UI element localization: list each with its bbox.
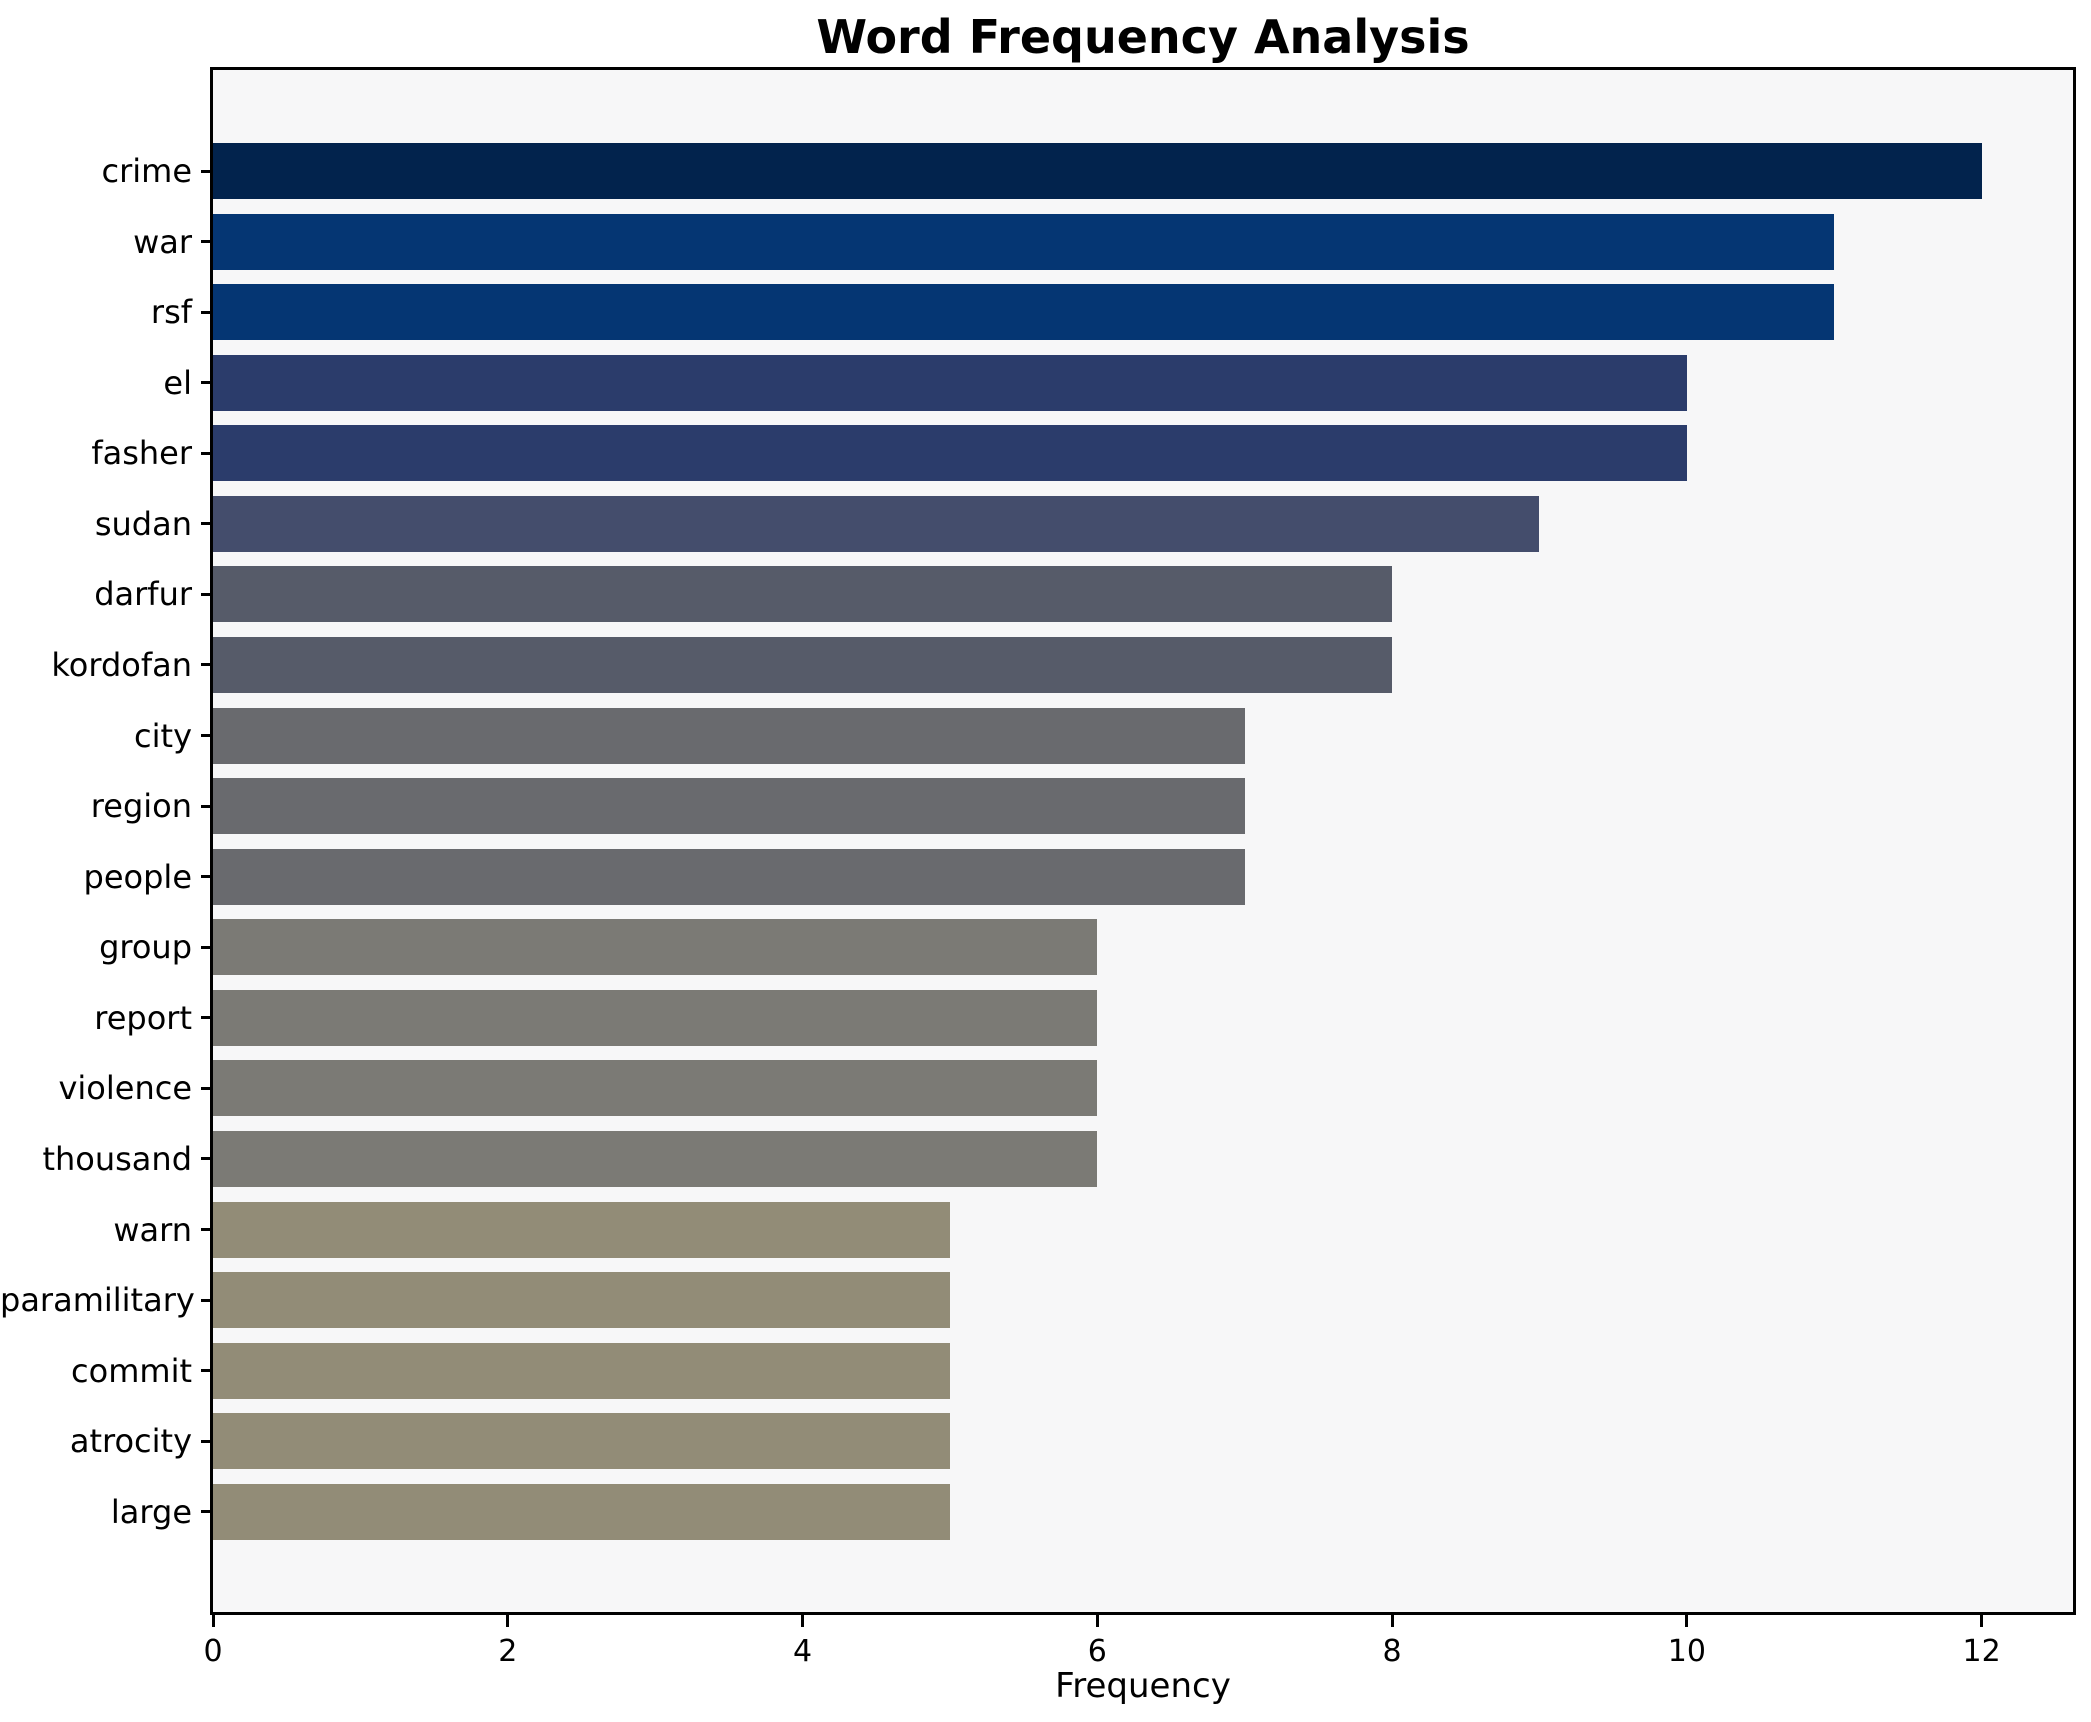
y-tick-mark — [201, 1439, 213, 1443]
y-tick-mark — [201, 310, 213, 314]
x-tick-mark — [1980, 1615, 1984, 1627]
bar-atrocity — [213, 1413, 950, 1470]
bar-crime — [213, 143, 1982, 199]
bar-thousand — [213, 1130, 1098, 1187]
bar-paramilitary — [213, 1272, 950, 1329]
y-tick-label-commit: commit — [71, 1351, 192, 1390]
x-tick-label-6: 6 — [1087, 1634, 1107, 1669]
y-tick-label-sudan: sudan — [94, 504, 192, 543]
x-tick-mark — [1095, 1615, 1099, 1627]
x-tick-mark — [1390, 1615, 1394, 1627]
y-tick-mark — [201, 663, 213, 667]
bar-report — [213, 989, 1098, 1046]
y-tick-mark — [201, 875, 213, 879]
x-tick-label-4: 4 — [792, 1634, 813, 1669]
bar-group — [213, 919, 1098, 976]
y-tick-label-atrocity: atrocity — [69, 1422, 192, 1461]
y-tick-label-violence: violence — [58, 1069, 192, 1108]
y-tick-mark — [201, 1510, 213, 1514]
y-tick-label-report: report — [94, 998, 192, 1037]
y-tick-mark — [201, 240, 213, 244]
y-tick-mark — [201, 522, 213, 526]
y-tick-label-fasher: fasher — [91, 434, 192, 473]
y-tick-mark — [201, 1228, 213, 1232]
y-tick-label-el: el — [163, 363, 192, 402]
bar-large — [213, 1483, 950, 1540]
x-tick-label-0: 0 — [203, 1634, 223, 1669]
y-tick-mark — [201, 1016, 213, 1020]
x-tick-mark — [801, 1615, 805, 1627]
x-tick-label-2: 2 — [498, 1634, 518, 1669]
bar-war — [213, 213, 1835, 270]
y-tick-label-kordofan: kordofan — [51, 645, 192, 684]
y-tick-label-paramilitary: paramilitary — [0, 1281, 195, 1320]
y-tick-mark — [201, 592, 213, 596]
bar-darfur — [213, 566, 1393, 623]
y-tick-mark — [201, 169, 213, 173]
bar-el — [213, 354, 1687, 411]
x-axis-label: Frequency — [1055, 1666, 1231, 1706]
x-tick-mark — [1685, 1615, 1689, 1627]
y-tick-label-group: group — [99, 928, 192, 967]
x-tick-label-12: 12 — [1962, 1634, 2001, 1669]
y-tick-label-people: people — [83, 857, 192, 896]
bar-kordofan — [213, 636, 1393, 693]
bar-warn — [213, 1201, 950, 1258]
bar-commit — [213, 1342, 950, 1399]
y-tick-label-war: war — [133, 222, 192, 261]
bar-sudan — [213, 495, 1540, 552]
y-tick-label-region: region — [90, 787, 192, 826]
y-tick-label-warn: warn — [113, 1210, 192, 1249]
y-tick-mark — [201, 1298, 213, 1302]
chart-title: Word Frequency Analysis — [816, 10, 1470, 64]
y-tick-mark — [201, 1369, 213, 1373]
bar-people — [213, 848, 1245, 905]
y-tick-mark — [201, 1157, 213, 1161]
y-tick-mark — [201, 734, 213, 738]
plot-area — [210, 67, 2076, 1615]
y-tick-mark — [201, 945, 213, 949]
x-tick-label-10: 10 — [1667, 1634, 1706, 1669]
bar-region — [213, 778, 1245, 835]
x-tick-mark — [211, 1615, 215, 1627]
bar-violence — [213, 1060, 1098, 1117]
x-tick-label-8: 8 — [1382, 1634, 1402, 1669]
y-tick-label-large: large — [110, 1492, 192, 1531]
y-tick-mark — [201, 804, 213, 808]
y-tick-label-city: city — [134, 716, 192, 755]
y-tick-label-thousand: thousand — [42, 1139, 192, 1178]
x-tick-mark — [506, 1615, 510, 1627]
bar-city — [213, 707, 1245, 764]
y-tick-mark — [201, 381, 213, 385]
y-tick-mark — [201, 451, 213, 455]
y-tick-label-darfur: darfur — [94, 575, 192, 614]
bar-rsf — [213, 284, 1835, 341]
bar-fasher — [213, 425, 1687, 482]
y-tick-mark — [201, 1086, 213, 1090]
y-tick-label-crime: crime — [101, 152, 193, 190]
y-tick-label-rsf: rsf — [150, 293, 192, 332]
bars-layer — [213, 70, 2073, 1612]
